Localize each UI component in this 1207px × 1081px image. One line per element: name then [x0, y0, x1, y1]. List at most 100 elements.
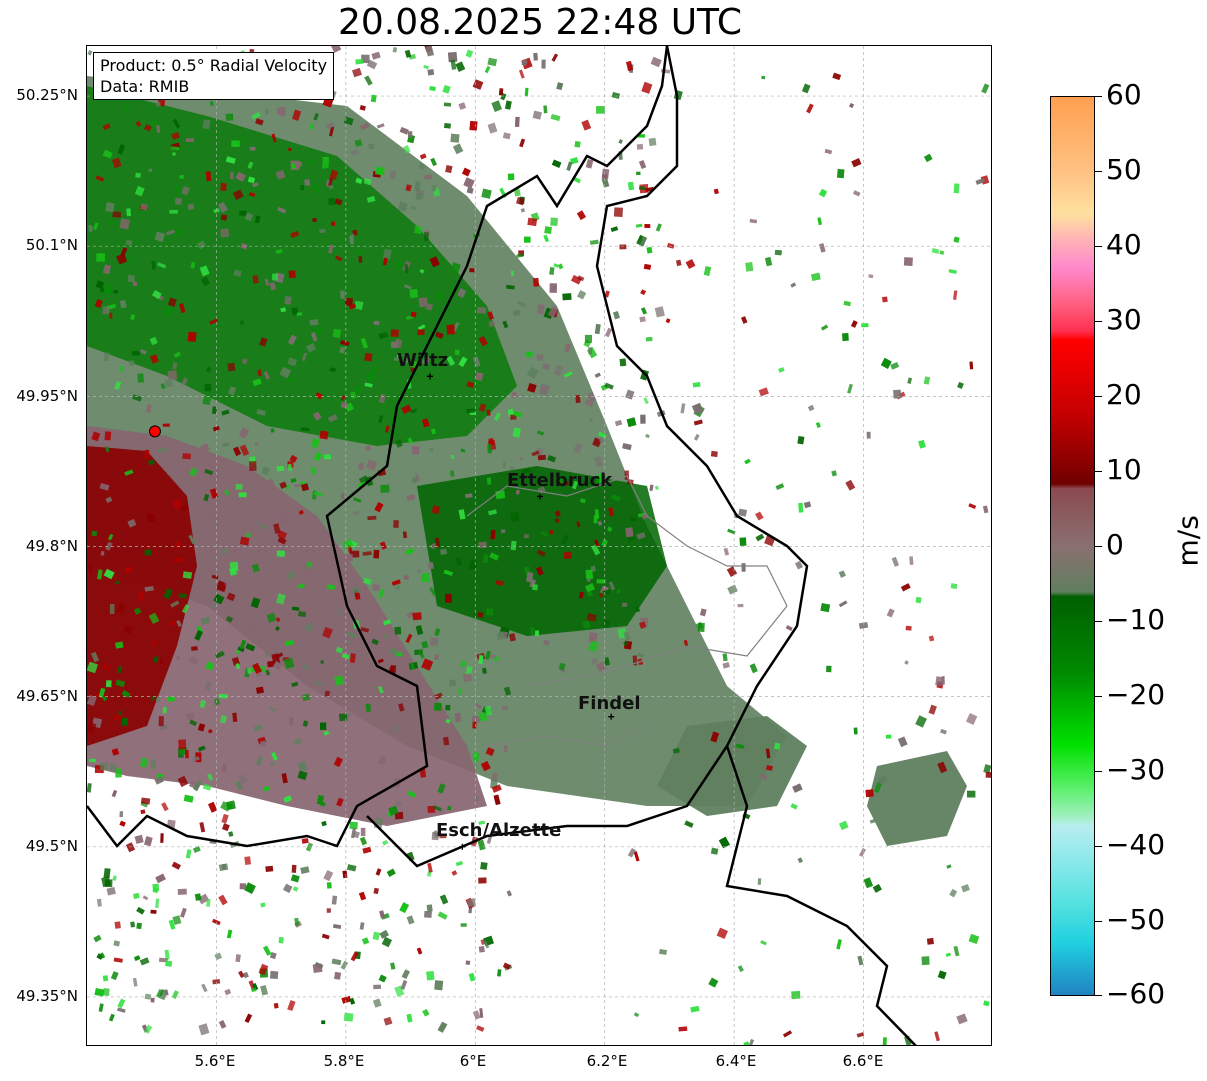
admin-boundaries: [466, 475, 788, 747]
velocity-bin: [297, 770, 308, 781]
velocity-bin: [233, 269, 242, 278]
velocity-bin: [639, 316, 646, 323]
velocity-bin: [331, 221, 335, 226]
velocity-bin: [186, 712, 195, 721]
velocity-bin: [382, 619, 392, 626]
velocity-bin: [454, 349, 460, 356]
velocity-bin: [164, 379, 173, 388]
velocity-bin: [745, 262, 754, 272]
velocity-bin: [903, 257, 913, 266]
velocity-bin: [252, 182, 259, 188]
velocity-bin: [309, 123, 315, 131]
colorbar-tick-label: 10: [1106, 453, 1142, 486]
velocity-bin: [350, 951, 359, 962]
velocity-bin: [239, 883, 247, 890]
velocity-bin: [240, 135, 247, 144]
velocity-bin: [211, 406, 218, 415]
velocity-bin: [323, 870, 334, 882]
velocity-bin: [239, 444, 250, 457]
velocity-bin: [626, 60, 634, 72]
velocity-bin: [437, 783, 446, 794]
velocity-bin: [291, 864, 297, 873]
velocity-bin: [102, 696, 108, 702]
velocity-bin: [328, 177, 334, 187]
velocity-bin: [604, 327, 613, 338]
velocity-bin: [586, 578, 591, 583]
velocity-bin: [354, 591, 361, 600]
velocity-bin: [953, 945, 960, 957]
velocity-bin: [332, 924, 342, 929]
velocity-bin: [350, 148, 360, 156]
velocity-bin: [352, 510, 360, 516]
velocity-bin: [410, 311, 417, 318]
velocity-bin: [152, 887, 159, 894]
velocity-bin: [171, 990, 179, 1000]
velocity-bin: [150, 696, 155, 701]
velocity-bin: [429, 256, 440, 268]
velocity-bin: [152, 290, 162, 300]
velocity-bin: [119, 218, 130, 230]
velocity-bin: [112, 211, 122, 218]
velocity-bin: [298, 509, 304, 515]
velocity-bin: [304, 179, 311, 186]
velocity-bin: [502, 132, 511, 140]
velocity-bin: [113, 714, 122, 721]
velocity-bin: [572, 480, 579, 490]
velocity-bin: [364, 444, 372, 452]
velocity-bin: [490, 529, 496, 540]
velocity-bin: [170, 600, 180, 608]
velocity-bin: [239, 536, 250, 546]
velocity-bin: [540, 530, 549, 537]
velocity-bin: [500, 93, 507, 101]
velocity-bin: [290, 478, 297, 483]
velocity-bin: [478, 335, 488, 347]
velocity-bin: [239, 320, 245, 325]
velocity-bin: [399, 126, 409, 135]
velocity-bin: [374, 817, 384, 826]
velocity-bin: [359, 104, 366, 111]
velocity-bin: [242, 971, 249, 979]
velocity-bin: [302, 720, 309, 727]
velocity-bin: [633, 851, 640, 862]
velocity-bin: [504, 100, 512, 110]
velocity-bin: [376, 123, 385, 129]
velocity-bin: [596, 661, 607, 672]
velocity-bin: [520, 208, 526, 213]
velocity-bin: [836, 939, 842, 950]
velocity-bin: [636, 143, 644, 150]
velocity-bin: [573, 177, 581, 184]
velocity-bin: [782, 1030, 793, 1038]
velocity-bin: [394, 626, 402, 635]
velocity-bin: [527, 382, 537, 393]
velocity-bin: [394, 800, 403, 808]
velocity-bin: [469, 268, 475, 273]
velocity-bin: [547, 454, 557, 463]
velocity-bin: [387, 381, 393, 386]
velocity-bin: [757, 878, 762, 885]
velocity-bin: [496, 632, 505, 641]
velocity-bin: [278, 936, 284, 944]
velocity-bin: [190, 756, 200, 762]
velocity-bin: [472, 1010, 481, 1020]
velocity-bin: [792, 783, 803, 793]
velocity-bin: [790, 803, 798, 810]
velocity-bin: [249, 461, 257, 471]
velocity-bin: [215, 650, 225, 659]
velocity-bin: [629, 516, 637, 523]
velocity-bin: [826, 665, 832, 673]
velocity-bin: [259, 740, 267, 747]
velocity-bin: [743, 1041, 752, 1045]
velocity-bin: [626, 534, 636, 543]
velocity-bin: [710, 450, 718, 458]
velocity-bin: [301, 693, 311, 702]
velocity-bin: [87, 661, 99, 674]
velocity-bin: [404, 264, 409, 274]
velocity-bin: [372, 998, 382, 1008]
velocity-bin: [877, 775, 888, 785]
velocity-bin: [111, 789, 118, 798]
velocity-bin: [377, 658, 384, 664]
velocity-bin: [379, 929, 390, 939]
velocity-bin: [197, 723, 206, 732]
colorbar-tick-label: 20: [1106, 378, 1142, 411]
velocity-bin: [414, 225, 423, 235]
